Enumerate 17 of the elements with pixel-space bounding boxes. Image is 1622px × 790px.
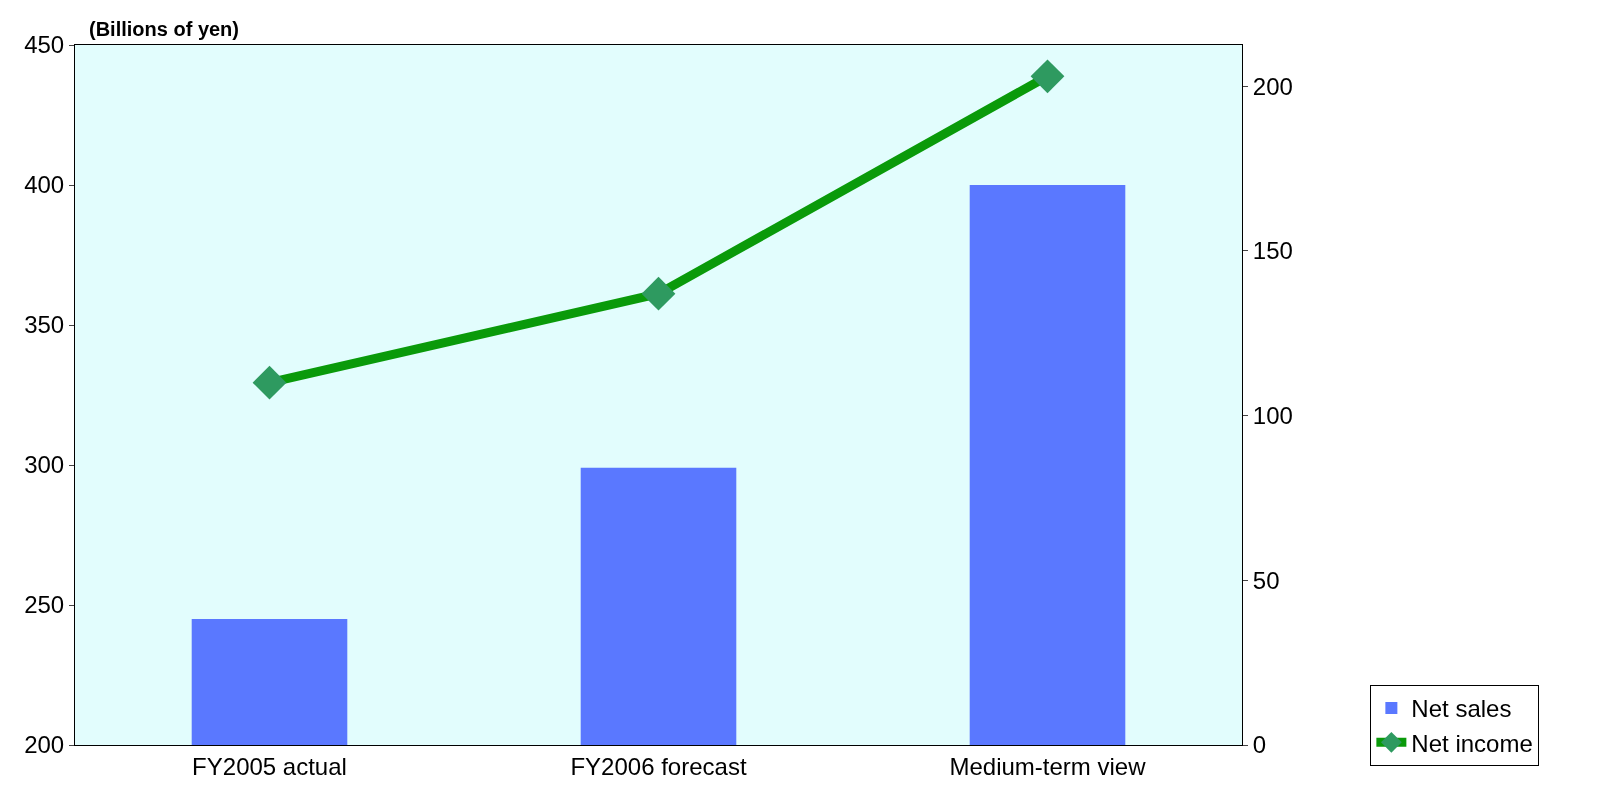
y2-tick-label: 50 xyxy=(1252,566,1280,594)
y2-tick-label: 100 xyxy=(1252,401,1293,429)
x-tick-label: FY2005 actual xyxy=(192,752,347,780)
y2-tick-label: 0 xyxy=(1252,731,1267,759)
x-tick-label: FY2006 forecast xyxy=(570,752,747,780)
legend-label: Net income xyxy=(1411,729,1533,757)
legend-label: Net sales xyxy=(1411,695,1512,723)
y-tick-label: 350 xyxy=(24,311,65,339)
y-tick-label: 250 xyxy=(24,591,65,619)
y2-tick-label: 200 xyxy=(1252,72,1293,100)
x-tick-label: Medium-term view xyxy=(949,752,1147,780)
y-tick-label: 400 xyxy=(24,171,65,199)
y-tick-label: 200 xyxy=(24,731,65,759)
y-tick-label: 450 xyxy=(24,31,65,59)
y-tick-label: 300 xyxy=(24,451,65,479)
y-axis-title: (Billions of yen) xyxy=(89,18,239,40)
y2-tick-label: 150 xyxy=(1252,237,1293,265)
